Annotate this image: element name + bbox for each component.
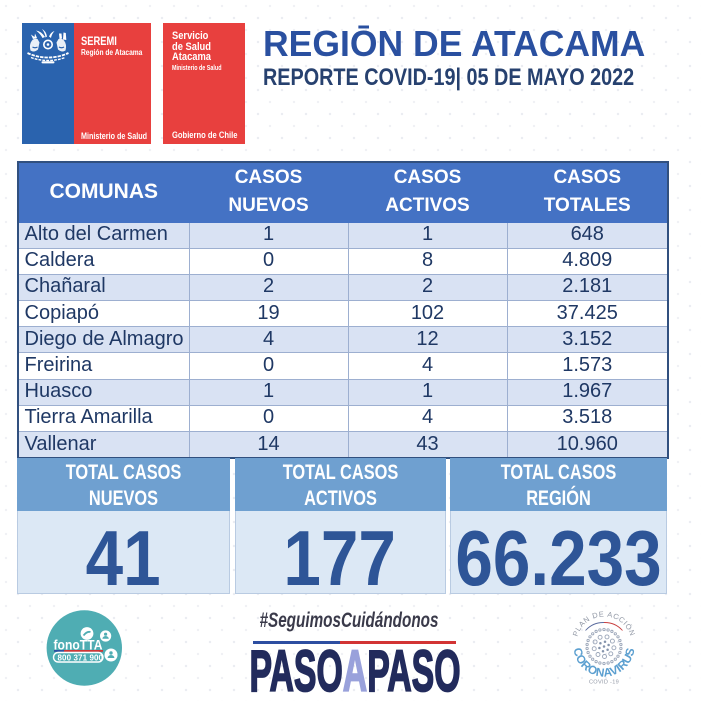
svg-text:COVID -19: COVID -19: [589, 680, 619, 686]
svg-text:800 371 900: 800 371 900: [58, 653, 104, 662]
svg-text:PLAN DE ACCIÓN: PLAN DE ACCIÓN: [571, 609, 638, 637]
svg-text:fonoTTA: fonoTTA: [54, 637, 103, 653]
